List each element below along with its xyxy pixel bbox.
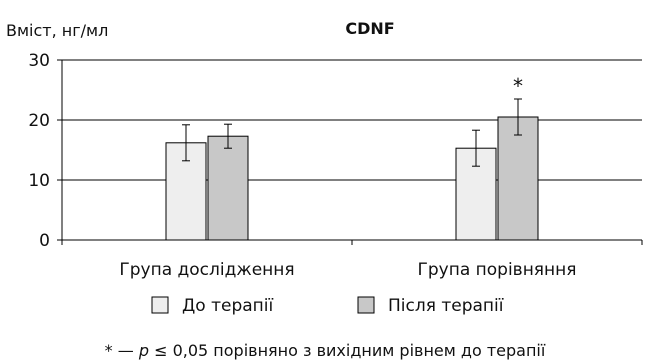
annotations: * (513, 74, 523, 98)
legend-swatch-0 (151, 296, 169, 314)
legend: До терапії Після терапії (151, 296, 504, 316)
bar-0-1 (207, 135, 249, 241)
significance-marker-0: * (513, 74, 523, 98)
x-tick-label-1: Група порівняння (417, 260, 576, 280)
y-tick-label-20: 20 (28, 111, 50, 131)
y-axis-ticks: 0 10 20 30 (28, 51, 62, 251)
legend-label-0: До терапії (182, 296, 273, 316)
footnote-prefix: * — (105, 341, 139, 360)
x-axis-labels: Група дослідження Група порівняння (119, 260, 576, 280)
error-bars (182, 98, 522, 167)
footnote: * — p ≤ 0,05 порівняно з вихідним рівнем… (105, 341, 546, 360)
y-tick-label-30: 30 (28, 51, 50, 71)
x-tick-label-0: Група дослідження (119, 260, 294, 280)
y-axis-label: Вміст, нг/мл (6, 21, 108, 40)
legend-swatch-1 (357, 296, 375, 314)
footnote-p: p (138, 341, 149, 360)
gridlines (62, 59, 642, 181)
legend-label-1: Після терапії (388, 296, 504, 316)
x-axis-ticks (61, 240, 643, 245)
bar-1-1 (497, 116, 539, 241)
chart-title: CDNF (345, 19, 394, 38)
bars (165, 116, 539, 241)
y-tick-label-10: 10 (28, 171, 50, 191)
footnote-rest: ≤ 0,05 порівняно з вихідним рівнем до те… (149, 341, 546, 360)
y-tick-label-0: 0 (39, 231, 50, 251)
